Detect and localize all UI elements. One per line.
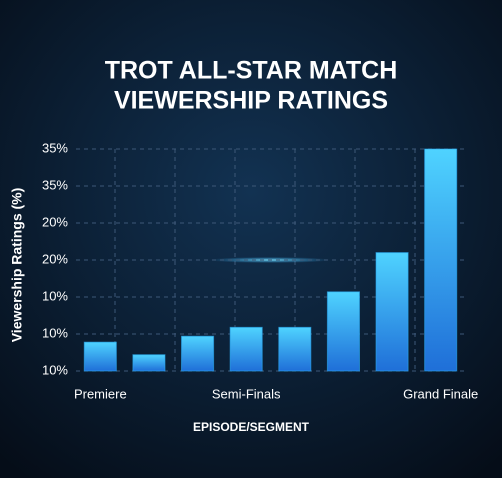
bar [278,326,312,372]
x-axis-label: EPISODE/SEGMENT [193,420,310,434]
bar [83,341,117,372]
x-tick-label: Semi-Finals [212,386,281,401]
bar [132,354,166,372]
bar [326,291,360,372]
y-tick-label: 10% [42,288,68,303]
chart-title: TROT ALL-STAR MATCH [105,57,398,85]
bar [229,326,263,372]
bar [375,252,409,372]
y-tick-label: 20% [42,214,68,229]
x-tick-label: Grand Finale [403,386,478,401]
y-tick-label: 10% [42,362,68,377]
x-tick-label: Premiere [74,386,127,401]
y-axis-label: Viewership Ratings (%) [9,188,25,343]
bar [181,335,215,372]
bar [424,148,458,372]
y-tick-label: 35% [42,177,68,192]
y-tick-label: 20% [42,251,68,266]
y-tick-label: 35% [42,140,68,155]
chart-title: VIEWERSHIP RATINGS [114,87,388,115]
y-tick-label: 10% [42,325,68,340]
